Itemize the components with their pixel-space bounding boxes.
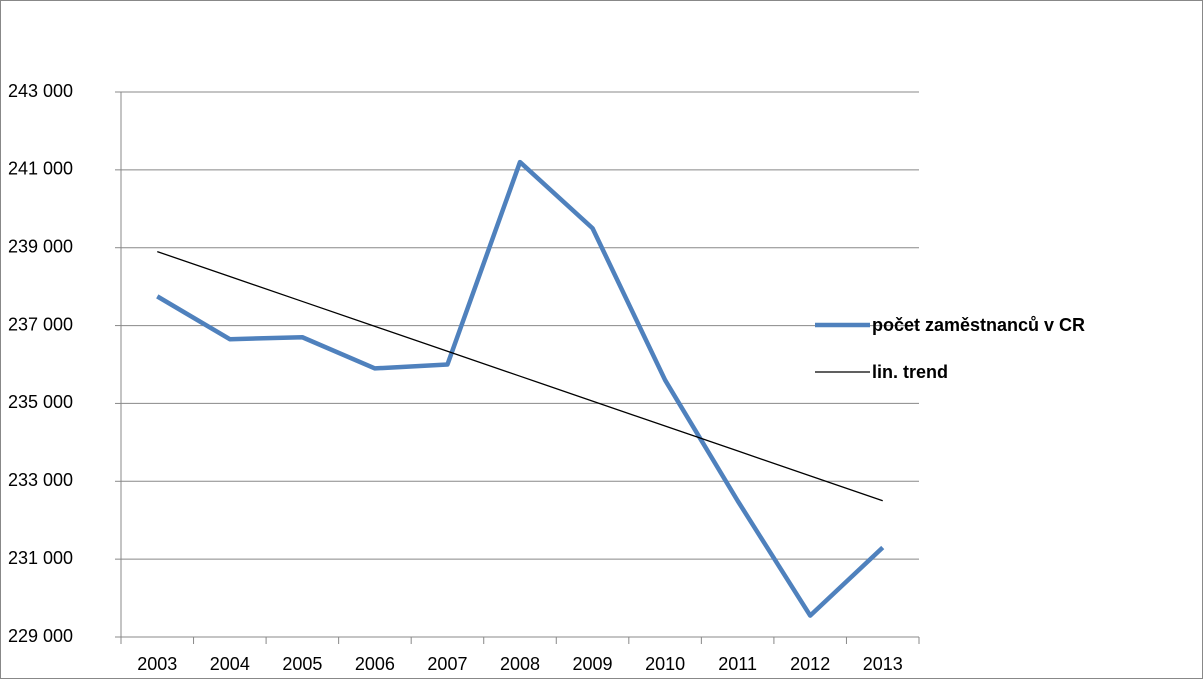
y-tick-label: 229 000 — [8, 626, 73, 646]
y-tick-label: 237 000 — [8, 314, 73, 334]
x-tick-label: 2005 — [282, 654, 322, 674]
x-tick-label: 2012 — [790, 654, 830, 674]
x-tick-label: 2003 — [137, 654, 177, 674]
x-tick-label: 2008 — [500, 654, 540, 674]
y-tick-label: 243 000 — [8, 81, 73, 101]
x-tick-label: 2009 — [573, 654, 613, 674]
x-tick-label: 2004 — [210, 654, 250, 674]
series-line — [157, 250, 883, 502]
x-tick-label: 2013 — [863, 654, 903, 674]
legend-label: počet zaměstnanců v CR — [872, 315, 1085, 335]
series-line — [156, 159, 885, 618]
y-tick-label: 241 000 — [8, 159, 73, 179]
x-tick-label: 2007 — [427, 654, 467, 674]
x-tick-label: 2010 — [645, 654, 685, 674]
x-tick-label: 2006 — [355, 654, 395, 674]
y-tick-label: 231 000 — [8, 548, 73, 568]
y-tick-label: 235 000 — [8, 392, 73, 412]
x-tick-label: 2011 — [718, 654, 757, 674]
y-tick-label: 239 000 — [8, 236, 73, 256]
y-tick-label: 233 000 — [8, 470, 73, 490]
legend-label: lin. trend — [872, 362, 948, 382]
